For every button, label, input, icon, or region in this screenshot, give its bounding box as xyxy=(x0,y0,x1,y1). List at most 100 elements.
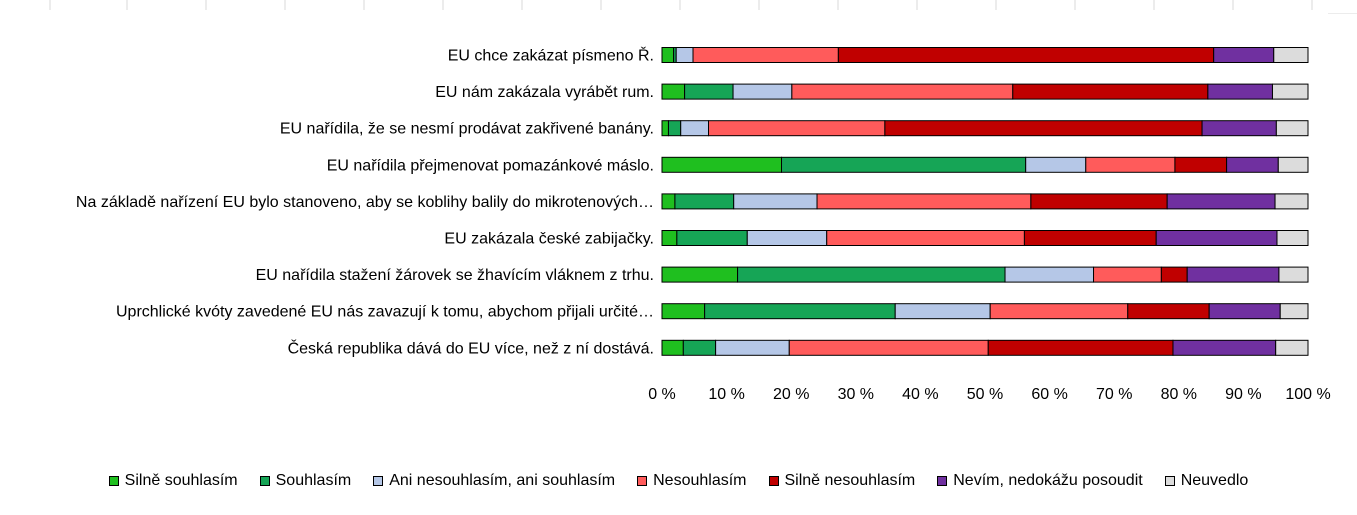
x-tick-label: 20 % xyxy=(773,386,809,403)
x-tick-label: 70 % xyxy=(1096,386,1132,403)
stacked-bar-chart: EU chce zakázat písmeno Ř. EU nám zakázal… xyxy=(76,46,1331,404)
bar-segment xyxy=(1160,266,1188,283)
legend-swatch xyxy=(108,476,119,486)
legend-item: Nesouhlasím xyxy=(637,472,747,490)
bar-segment xyxy=(1166,193,1276,210)
category-label: EU nařídila, že se nesmí prodávat zakřiv… xyxy=(280,121,654,138)
x-axis-ticks-layer: 0 % 10 % 20 % 30 % 40 % 50 % 60 % 70 % 80 % 90 % 1… xyxy=(648,386,1330,403)
bar-segment xyxy=(791,83,1014,100)
bar-segment xyxy=(1023,230,1157,246)
bar-segment xyxy=(1207,83,1273,100)
bar-segment xyxy=(1271,83,1309,100)
bar-segment xyxy=(1279,303,1309,320)
bar-segment xyxy=(682,339,717,356)
bar-segment xyxy=(661,303,706,320)
bar-segment xyxy=(661,120,669,137)
legend-label: Neuvedlo xyxy=(1180,472,1249,489)
bar-segment xyxy=(1276,230,1309,246)
bar-segment xyxy=(661,193,676,210)
bar-segment xyxy=(816,193,1032,210)
bar-segment xyxy=(987,339,1174,356)
bar-segment xyxy=(684,83,734,100)
chart-legend: Silně souhlasím Souhlasím Ani nesouhlasím,… xyxy=(0,470,1357,492)
bar-segment xyxy=(1274,193,1309,210)
bar-segment xyxy=(1201,120,1277,137)
bar-segment xyxy=(894,303,991,320)
bar-segment xyxy=(837,47,1215,63)
bar-segment xyxy=(737,266,1006,283)
bar-segment xyxy=(732,83,793,100)
bar-segment xyxy=(1172,339,1277,356)
bar-segment xyxy=(1278,266,1309,283)
category-label: Uprchlické kvóty zavedené EU nás zavazuj… xyxy=(116,304,654,321)
bar-segment xyxy=(788,339,989,356)
bar-segment xyxy=(704,303,896,320)
x-tick-label: 90 % xyxy=(1225,386,1261,403)
bar-segment xyxy=(826,230,1025,246)
bar-segment xyxy=(989,303,1129,320)
legend-label: Silně nesouhlasím xyxy=(784,472,916,489)
bar-segment xyxy=(1208,303,1281,320)
category-label: EU nařídila přejmenovat pomazánkové másl… xyxy=(327,157,654,174)
x-tick-label: 10 % xyxy=(708,386,744,403)
legend-swatch xyxy=(637,476,648,486)
legend-label: Nevím, nedokážu posoudit xyxy=(953,472,1143,489)
bar-segment xyxy=(1273,47,1309,63)
bar-segment xyxy=(1277,156,1309,173)
bar-segment xyxy=(674,193,735,210)
bar-segment xyxy=(1085,156,1176,173)
category-label: Na základě nařízení EU bylo stanoveno, a… xyxy=(76,194,654,211)
legend-swatch xyxy=(259,476,270,486)
bar-segment xyxy=(781,156,1027,173)
bars-layer xyxy=(661,47,1309,356)
legend-label: Ani nesouhlasím, ani souhlasím xyxy=(389,472,616,489)
legend-swatch xyxy=(768,476,779,486)
bar-segment xyxy=(746,230,828,246)
bar-segment xyxy=(1030,193,1168,210)
legend-item: Souhlasím xyxy=(259,472,352,490)
category-label: EU nám zakázala vyrábět rum. xyxy=(435,84,654,101)
bar-segment xyxy=(884,120,1203,137)
bar-segment xyxy=(1275,120,1309,137)
legend-item: Silně souhlasím xyxy=(108,472,238,490)
legend-swatch xyxy=(1164,476,1175,486)
bar-segment xyxy=(733,193,818,210)
bar-segment xyxy=(661,83,686,100)
category-label: EU nařídila stažení žárovek se žhavícím … xyxy=(256,267,654,284)
bar-segment xyxy=(667,120,682,137)
x-tick-label: 0 % xyxy=(648,386,676,403)
bar-segment xyxy=(1226,156,1279,173)
bar-segment xyxy=(680,120,710,137)
legend-item: Silně nesouhlasím xyxy=(768,472,916,490)
bar-segment xyxy=(1025,156,1087,173)
bar-segment xyxy=(1093,266,1162,283)
x-tick-label: 80 % xyxy=(1161,386,1197,403)
legend-item: Neuvedlo xyxy=(1164,472,1249,490)
bar-segment xyxy=(1012,83,1209,100)
x-tick-label: 50 % xyxy=(967,386,1003,403)
legend-label: Souhlasím xyxy=(275,472,352,489)
legend-label: Nesouhlasím xyxy=(653,472,747,489)
bar-segment xyxy=(661,156,783,173)
bar-segment xyxy=(661,230,678,246)
bar-segment xyxy=(715,339,790,356)
bar-segment xyxy=(661,47,675,63)
bar-segment xyxy=(1004,266,1095,283)
bar-segment xyxy=(675,47,694,63)
bar-segment xyxy=(661,266,739,283)
x-tick-label: 60 % xyxy=(1031,386,1067,403)
category-label: EU zakázala české zabijačky. xyxy=(444,231,654,248)
bar-segment xyxy=(692,47,839,63)
bar-segment xyxy=(1155,230,1278,246)
x-tick-label: 40 % xyxy=(902,386,938,403)
bar-segment xyxy=(708,120,886,137)
category-labels-layer: EU chce zakázat písmeno Ř. EU nám zakázal… xyxy=(76,46,654,358)
bar-segment xyxy=(1127,303,1210,320)
x-tick-label: 30 % xyxy=(838,386,874,403)
x-tick-label: 100 % xyxy=(1285,386,1330,403)
bar-segment xyxy=(1213,47,1275,63)
bar-segment xyxy=(1186,266,1280,283)
legend-item: Nevím, nedokážu posoudit xyxy=(937,472,1143,490)
category-label: Česká republika dává do EU více, než z n… xyxy=(288,338,654,357)
